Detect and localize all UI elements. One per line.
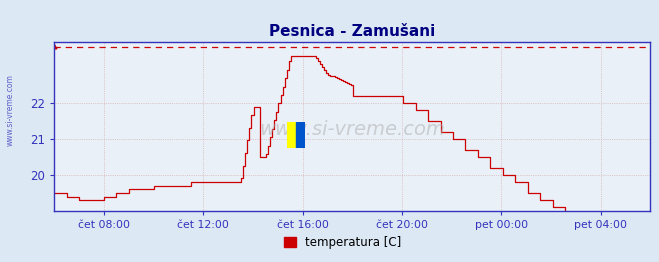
Text: www.si-vreme.com: www.si-vreme.com — [259, 120, 445, 139]
Bar — [296, 122, 305, 148]
Title: Pesnica - Zamušani: Pesnica - Zamušani — [269, 24, 436, 39]
Text: www.si-vreme.com: www.si-vreme.com — [5, 74, 14, 146]
Bar — [287, 122, 296, 148]
Legend: temperatura [C]: temperatura [C] — [279, 231, 406, 253]
